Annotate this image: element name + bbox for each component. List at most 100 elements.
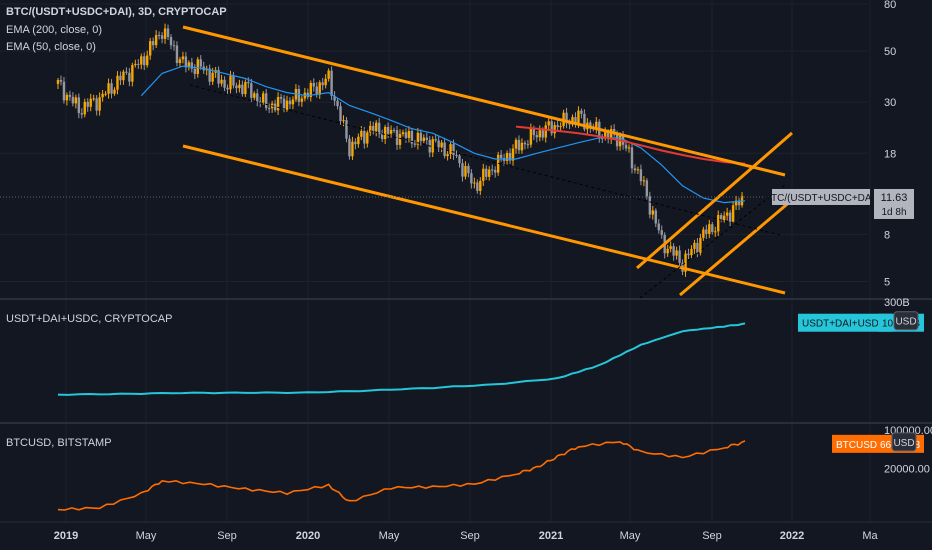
candle-body (532, 128, 536, 136)
candle-body (327, 70, 330, 79)
time-axis-label: Sep (702, 530, 722, 542)
candle-body (62, 81, 66, 101)
price-axis-1: 80 50 30 18 8 5 (884, 0, 896, 288)
candle-body (651, 210, 655, 215)
candle-body (357, 136, 360, 145)
pane2-title: USDT+DAI+USDC, CRYPTOCAP (6, 313, 173, 325)
candle-body (491, 169, 494, 171)
candle-body (565, 112, 568, 124)
candle-body (410, 130, 414, 144)
candle-body (238, 84, 241, 89)
candle-body (253, 93, 256, 98)
candles (56, 23, 744, 277)
candle-body (116, 75, 119, 90)
channel-trendline (182, 25, 786, 177)
candle-body (68, 94, 72, 97)
candle-body (699, 237, 702, 253)
candle-body (196, 59, 199, 74)
btcusd-line (57, 440, 746, 511)
ema200-legend[interactable]: EMA (200, close, 0) (6, 24, 102, 36)
candle-body (461, 163, 464, 177)
candle-body (315, 86, 318, 95)
candle-body (458, 155, 461, 164)
candle-body (392, 129, 396, 131)
candle-body (166, 28, 170, 38)
candle-body (256, 93, 259, 102)
candle-body (568, 123, 571, 125)
pane2-currency-label: USD (895, 317, 916, 328)
candle-body (160, 35, 164, 39)
candle-body (434, 139, 437, 141)
candle-body (476, 182, 479, 191)
candle-body (92, 98, 95, 100)
candle-body (107, 83, 110, 94)
candle-body (488, 169, 491, 177)
pane3-currency-button[interactable] (891, 432, 917, 452)
price-axis-tick: 8 (884, 229, 890, 241)
candle-body (595, 121, 598, 130)
channel-drawings (182, 25, 793, 299)
candle-body (511, 148, 515, 161)
pane2-badge-name-box (798, 313, 892, 332)
candle-body (134, 63, 137, 66)
candle-body (517, 139, 521, 151)
candle-body (229, 75, 232, 90)
candle-body (687, 253, 690, 256)
candle-body (684, 253, 687, 272)
candle-body (98, 97, 101, 111)
stablecoin-line (57, 322, 746, 396)
candle-body (470, 173, 473, 184)
candle-body (669, 246, 672, 249)
pane2-badge-value: 10 (882, 319, 894, 330)
candle-body (630, 147, 634, 169)
candle-body (693, 242, 696, 249)
candle-body (279, 96, 283, 99)
candle-body (110, 83, 113, 94)
candle-body (722, 215, 726, 221)
candle-body (553, 125, 556, 134)
candle-body (633, 168, 637, 171)
candle-body (734, 200, 738, 206)
candle-body (660, 230, 663, 235)
time-axis-label: May (379, 530, 400, 542)
candle-body (601, 138, 604, 140)
candle-body (574, 117, 577, 123)
candle-body (389, 129, 393, 134)
candle-body (645, 180, 649, 197)
candle-body (529, 128, 533, 145)
candle-body (523, 142, 527, 145)
candle-body (380, 134, 384, 140)
pane3-title: BTCUSD, BITSTAMP (6, 437, 112, 449)
candle-body (333, 95, 336, 101)
candle-body (678, 250, 681, 263)
candle-body (404, 132, 408, 138)
candle-body (339, 106, 342, 122)
candle-body (232, 75, 235, 86)
candle-body (199, 59, 202, 67)
candle-body (309, 82, 312, 98)
time-axis-label: 2020 (296, 530, 320, 542)
candle-body (190, 62, 194, 69)
candle-body (247, 81, 250, 84)
candle-body (59, 79, 63, 82)
candle-body (624, 144, 628, 149)
candle-body (508, 152, 512, 161)
pane2-currency-button[interactable] (893, 311, 919, 331)
candle-body (547, 121, 550, 126)
candle-body (443, 142, 446, 157)
candle-body (416, 132, 420, 145)
price-axis-tick: 50 (884, 46, 896, 58)
candle-body (377, 122, 381, 135)
candle-body (77, 97, 81, 114)
candle-body (455, 154, 458, 156)
time-axis-label: May (620, 530, 641, 542)
candle-body (657, 223, 660, 231)
candle-body (259, 101, 262, 103)
price-label-value: 11.63 (881, 192, 908, 204)
candle-body (431, 139, 434, 153)
price-axis-tick: 18 (884, 148, 896, 160)
ema50-legend[interactable]: EMA (50, close, 0) (6, 41, 96, 53)
candle-body (440, 142, 443, 148)
pane3-currency-label: USD (893, 438, 914, 449)
